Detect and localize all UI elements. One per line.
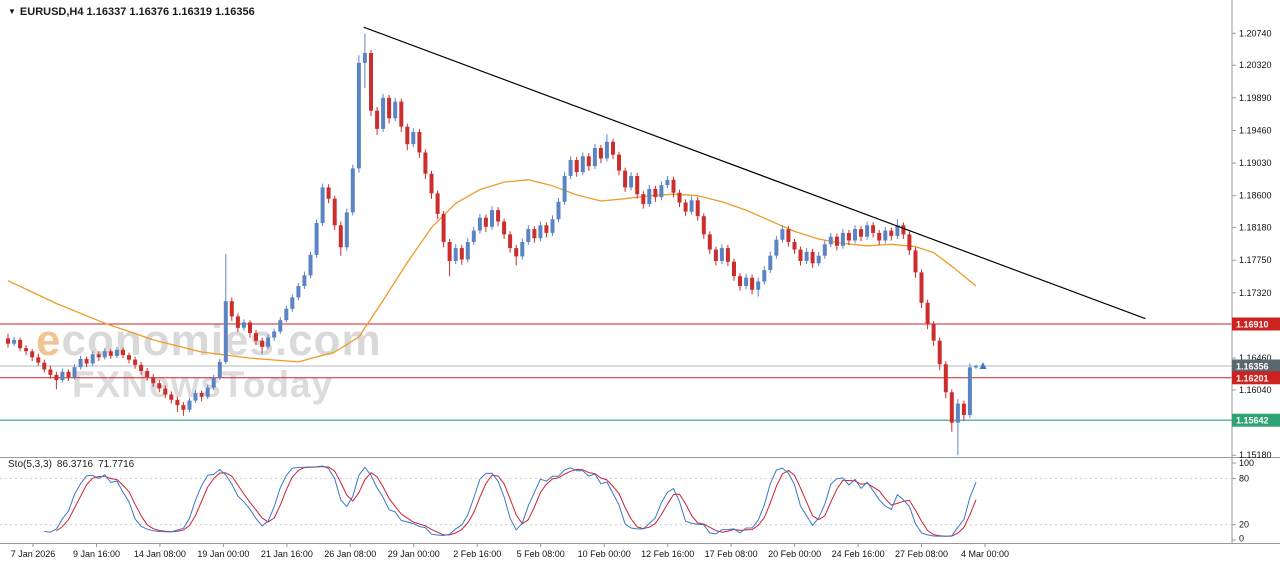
sto-main-line (44, 465, 977, 537)
svg-text:1.16356: 1.16356 (1236, 362, 1269, 372)
svg-text:5 Feb 08:00: 5 Feb 08:00 (517, 549, 565, 559)
svg-text:1.18600: 1.18600 (1239, 191, 1272, 201)
svg-text:10 Feb 00:00: 10 Feb 00:00 (578, 549, 631, 559)
stochastic-indicator-label: Sto(5,3,3) 86.3716 71.7716 (8, 459, 139, 470)
watermark: economies.com FXNewsToday (36, 316, 382, 405)
symbol-ohlc-text: EURUSD,H4 1.16337 1.16376 1.16319 1.1635… (19, 6, 255, 18)
svg-text:100: 100 (1239, 458, 1254, 468)
svg-text:1.16201: 1.16201 (1236, 373, 1269, 383)
svg-text:1.16460: 1.16460 (1239, 353, 1272, 363)
sto-signal-line (56, 466, 977, 537)
svg-text:1.15642: 1.15642 (1236, 416, 1269, 426)
svg-text:21 Jan 16:00: 21 Jan 16:00 (261, 549, 313, 559)
sto-main-value: 86.3716 (56, 459, 94, 470)
svg-text:24 Feb 16:00: 24 Feb 16:00 (832, 549, 885, 559)
svg-text:1.20320: 1.20320 (1239, 60, 1272, 70)
svg-text:20: 20 (1239, 520, 1249, 530)
svg-text:1.18180: 1.18180 (1239, 223, 1272, 233)
svg-text:1.19890: 1.19890 (1239, 93, 1272, 103)
moving-average-line (7, 179, 977, 363)
svg-text:20 Feb 00:00: 20 Feb 00:00 (768, 549, 821, 559)
svg-text:14 Jan 08:00: 14 Jan 08:00 (134, 549, 186, 559)
last-price-arrow-icon (979, 362, 987, 369)
svg-text:1.19460: 1.19460 (1239, 126, 1272, 136)
svg-text:1.16040: 1.16040 (1239, 385, 1272, 395)
svg-text:1.16910: 1.16910 (1236, 320, 1269, 330)
horizontal-level-lines (0, 323, 1232, 421)
watermark-brand: economies.com (36, 316, 382, 365)
svg-text:26 Jan 08:00: 26 Jan 08:00 (324, 549, 376, 559)
descending-trendline[interactable] (363, 26, 1146, 320)
candles-layer (6, 33, 978, 456)
panel-separators (0, 0, 1280, 544)
svg-text:0: 0 (1239, 534, 1244, 544)
svg-text:80: 80 (1239, 473, 1249, 483)
svg-text:1.15180: 1.15180 (1239, 450, 1272, 460)
sto-signal-value: 71.7716 (98, 459, 135, 470)
svg-text:12 Feb 16:00: 12 Feb 16:00 (641, 549, 694, 559)
symbol-dropdown-icon[interactable]: ▼ (8, 7, 16, 16)
price-axis[interactable]: 1.20740 1.20320 1.19890 1.19460 1.19030 1.186… (1232, 28, 1272, 460)
svg-text:19 Jan 00:00: 19 Jan 00:00 (197, 549, 249, 559)
svg-text:17 Feb 08:00: 17 Feb 08:00 (705, 549, 758, 559)
sto-name: Sto(5,3,3) (8, 459, 52, 470)
svg-text:2 Feb 16:00: 2 Feb 16:00 (453, 549, 501, 559)
svg-text:1.19030: 1.19030 (1239, 158, 1272, 168)
svg-text:9 Jan 16:00: 9 Jan 16:00 (73, 549, 120, 559)
svg-text:4 Mar 00:00: 4 Mar 00:00 (961, 549, 1009, 559)
time-axis[interactable]: 7 Jan 2026 9 Jan 16:00 14 Jan 08:00 19 Jan … (11, 543, 1009, 560)
svg-text:7 Jan 2026: 7 Jan 2026 (11, 549, 56, 559)
svg-text:1.17320: 1.17320 (1239, 288, 1272, 298)
stochastic-panel[interactable]: 100 80 20 0 (0, 458, 1254, 544)
svg-text:1.17750: 1.17750 (1239, 255, 1272, 265)
svg-text:1.20740: 1.20740 (1239, 28, 1272, 38)
svg-text:29 Jan 00:00: 29 Jan 00:00 (388, 549, 440, 559)
symbol-info: ▼ EURUSD,H4 1.16337 1.16376 1.16319 1.163… (8, 6, 255, 18)
svg-text:27 Feb 08:00: 27 Feb 08:00 (895, 549, 948, 559)
